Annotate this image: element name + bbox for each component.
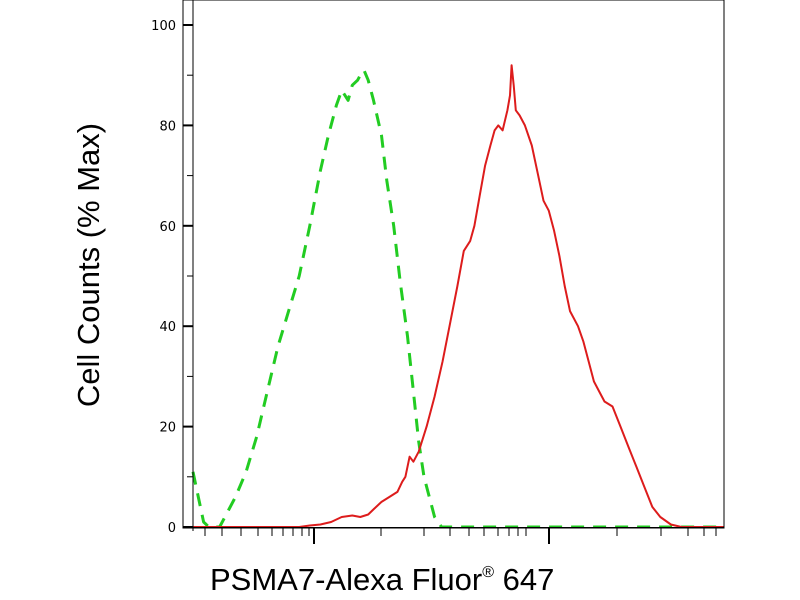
series-layer [191,64,724,529]
x-axis-label-text: PSMA7-Alexa Fluor [210,562,483,597]
y-tick-label: 0 [168,521,176,536]
series-line-solid [193,64,724,528]
y-tick-label: 40 [159,320,176,335]
y-axis-label: Cell Counts (% Max) [71,122,106,408]
plot-frame [182,0,725,529]
registered-mark: ® [482,564,495,581]
y-tick-label: 100 [151,19,176,34]
x-axis-label-suffix: 647 [494,562,555,597]
axis-ticks: 0 20 40 60 80 100 [151,19,717,544]
x-axis-label: PSMA7-Alexa Fluor® 647 [210,562,554,598]
y-tick-label: 60 [159,220,176,235]
series-line-dashed [191,68,724,529]
y-tick-label: 20 [159,421,176,436]
y-tick-label: 80 [159,119,176,134]
